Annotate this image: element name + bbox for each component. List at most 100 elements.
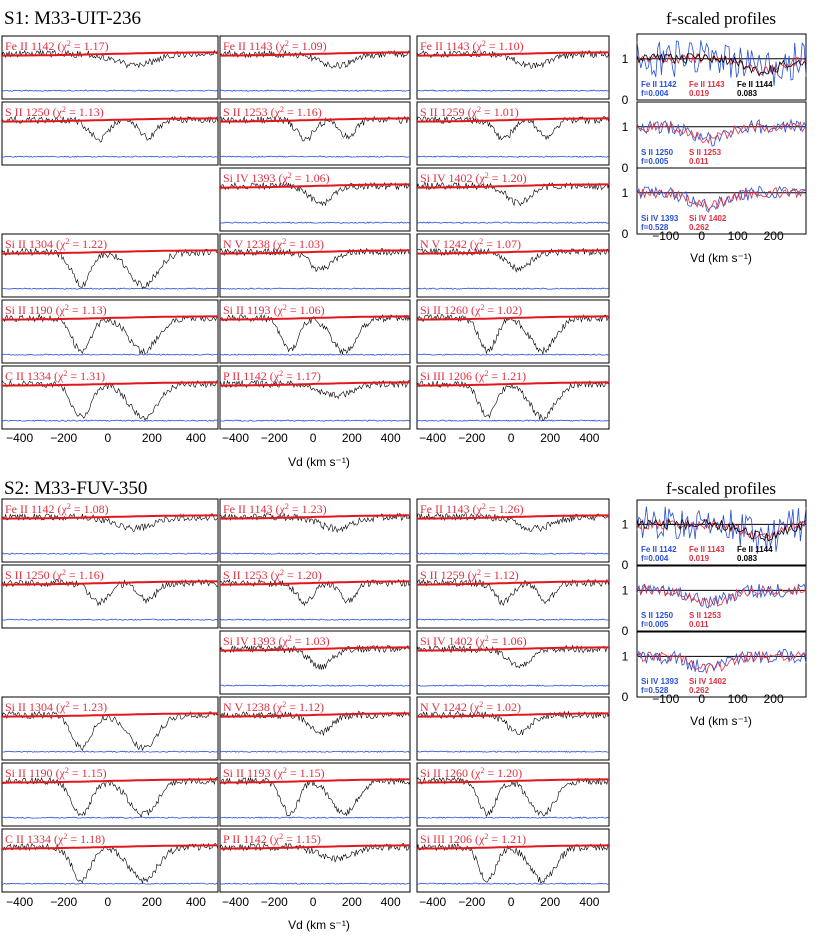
model-continuum — [220, 778, 410, 784]
panel-label-chi-prefix: (χ — [468, 303, 481, 317]
panel-frame — [1, 498, 219, 563]
panel-label-ion: S II 1259 — [420, 105, 465, 119]
panel-label-chi-prefix: (χ — [51, 369, 64, 383]
y-tick-label: 0 — [622, 161, 629, 175]
panel-frame — [219, 233, 411, 298]
panel-label-ion: Fe II 1143 — [420, 39, 470, 53]
error-spectrum — [416, 155, 610, 158]
panel-label-chi-eq: = — [284, 105, 297, 119]
panel-label-chi-eq: = — [483, 237, 496, 251]
error-spectrum — [219, 89, 411, 92]
panel-frame — [416, 762, 610, 827]
panel-label-ion: N V 1242 — [420, 237, 467, 251]
panel-frame — [1, 299, 219, 364]
spectrum-panel: P II 1142 (χ2 = 1.17) — [219, 365, 411, 430]
panel-label-ion: Si IV 1393 — [223, 171, 275, 185]
panel-label-ion: Si II 1190 — [5, 303, 53, 317]
model-continuum — [220, 712, 410, 718]
side-x-axis-label: Vd (km s⁻¹) — [690, 251, 752, 265]
panel-label: Fe II 1143 (χ2 = 1.26) — [420, 502, 524, 517]
data-spectrum — [219, 842, 411, 863]
panel-label-chi-prefix: (χ — [51, 832, 64, 846]
legend-f: f=0.528 — [641, 686, 669, 695]
panel-label-ion: S II 1250 — [5, 105, 50, 119]
panel-frame — [416, 696, 610, 761]
panel-label-chi-exp: 2 — [62, 568, 66, 577]
legend-name: Fe II 1142 — [641, 80, 677, 89]
panel-frame — [416, 365, 610, 430]
spectrum-panel: Fe II 1143 (χ2 = 1.26) — [416, 498, 610, 563]
spectrum-panel: S II 1253 (χ2 = 1.16) — [219, 101, 411, 166]
model-continuum — [417, 844, 609, 850]
legend-f: f=0.005 — [641, 157, 669, 166]
panel-label-chi-prefix: (χ — [267, 832, 280, 846]
fscaled-profile — [636, 40, 807, 86]
panel-label-chi-prefix: (χ — [275, 171, 288, 185]
spectrum-panel: Fe II 1142 (χ2 = 1.08) — [1, 498, 219, 563]
model-continuum — [220, 381, 410, 387]
panel-label: S II 1253 (χ2 = 1.16) — [223, 105, 322, 120]
spectrum-panel: Si IV 1402 (χ2 = 1.20) — [416, 167, 610, 232]
panel-label: P II 1142 (χ2 = 1.15) — [223, 832, 321, 847]
x-tick-label: −200 — [50, 895, 77, 909]
panel-label-ion: Si IV 1402 — [420, 171, 472, 185]
fscaled-profile — [636, 53, 807, 77]
legend-f: f=0.528 — [641, 223, 669, 232]
panel-label-chi-eq: = — [69, 766, 82, 780]
panel-label-chi-prefix: (χ — [472, 634, 485, 648]
legend-name: Si IV 1402 — [689, 214, 727, 223]
panel-label: Fe II 1143 (χ2 = 1.09) — [223, 39, 327, 54]
error-spectrum — [1, 155, 219, 158]
panel-label-chi-exp: 2 — [485, 634, 489, 643]
panel-label: Si II 1304 (χ2 = 1.23) — [5, 700, 107, 715]
data-spectrum — [416, 181, 610, 207]
panel-frame — [219, 35, 411, 100]
error-spectrum — [416, 750, 610, 753]
panel-label-chi-close: ) — [317, 832, 321, 846]
y-tick-label: 0 — [622, 624, 629, 638]
legend-f: 0.011 — [689, 157, 709, 166]
panel-label-chi-close: ) — [320, 700, 324, 714]
model-continuum — [220, 315, 410, 321]
y-tick-label: 0 — [622, 227, 629, 241]
error-spectrum — [1, 419, 219, 422]
error-spectrum — [219, 552, 411, 555]
data-spectrum — [416, 116, 610, 141]
model-continuum — [2, 381, 218, 387]
y-tick-label: 1 — [622, 52, 629, 66]
panel-label-chi-prefix: (χ — [465, 105, 478, 119]
legend-name: Si IV 1402 — [689, 677, 727, 686]
panel-label: Fe II 1142 (χ2 = 1.08) — [5, 502, 109, 517]
panel-frame — [1, 365, 219, 430]
fscaled-profile — [636, 506, 807, 554]
panel-label-chi-eq: = — [481, 568, 494, 582]
fscaled-profile — [636, 52, 807, 76]
side-x-tick-label: −100 — [652, 692, 679, 706]
panel-label-chi-exp: 2 — [280, 568, 284, 577]
spectrum-panel: Si II 1193 (χ2 = 1.15) — [219, 762, 411, 827]
data-spectrum — [219, 247, 411, 273]
error-spectrum — [1, 353, 219, 356]
error-spectrum — [1, 618, 219, 621]
panel-label-chi-close: ) — [318, 568, 322, 582]
panel-label-chi-close: ) — [103, 700, 107, 714]
spectrum-panel: Fe II 1143 (χ2 = 1.23) — [219, 498, 411, 563]
legend-f: 0.262 — [689, 223, 710, 232]
model-continuum — [2, 315, 218, 321]
model-continuum — [417, 51, 609, 57]
error-spectrum — [1, 882, 219, 885]
panel-label-chi-close: ) — [321, 303, 325, 317]
panel-label-chi-close: ) — [326, 634, 330, 648]
model-continuum — [220, 51, 410, 57]
panel-label-chi-value: 1.12 — [299, 700, 320, 714]
panel-label-chi-prefix: (χ — [50, 105, 63, 119]
model-continuum — [220, 514, 410, 520]
panel-label-ion: C II 1334 — [5, 832, 51, 846]
fscaled-profile — [636, 121, 807, 144]
panel-frame — [219, 564, 411, 629]
panel-label-chi-prefix: (χ — [50, 568, 63, 582]
x-tick-label: 200 — [342, 895, 362, 909]
data-spectrum — [1, 776, 219, 819]
